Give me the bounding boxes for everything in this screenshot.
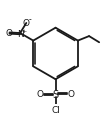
Text: +: + [21,28,26,33]
Text: -: - [29,15,31,24]
Text: O: O [67,89,74,98]
Text: O: O [5,29,12,38]
Text: O: O [37,89,44,98]
Text: S: S [53,89,59,99]
Text: N: N [17,29,24,38]
Text: O: O [23,19,30,28]
Text: Cl: Cl [51,105,60,114]
